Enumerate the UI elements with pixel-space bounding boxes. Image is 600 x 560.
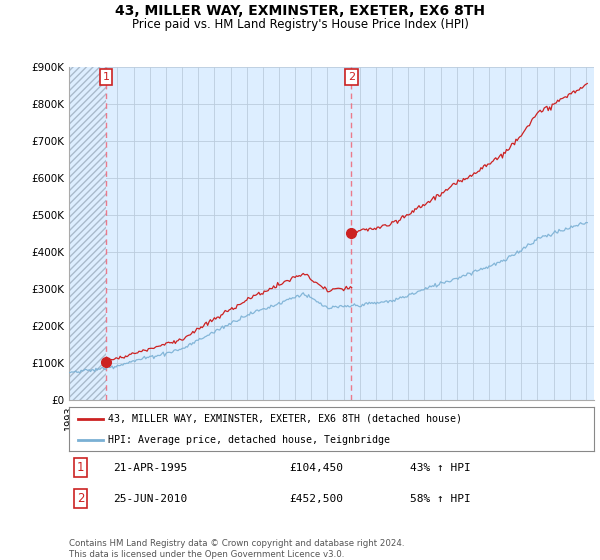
Text: 43, MILLER WAY, EXMINSTER, EXETER, EX6 8TH (detached house): 43, MILLER WAY, EXMINSTER, EXETER, EX6 8… <box>109 414 463 424</box>
Text: 25-JUN-2010: 25-JUN-2010 <box>113 494 188 503</box>
Text: 43% ↑ HPI: 43% ↑ HPI <box>410 463 471 473</box>
Text: 1: 1 <box>77 461 84 474</box>
Text: 1: 1 <box>103 72 110 82</box>
Text: Contains HM Land Registry data © Crown copyright and database right 2024.
This d: Contains HM Land Registry data © Crown c… <box>69 539 404 559</box>
Text: Price paid vs. HM Land Registry's House Price Index (HPI): Price paid vs. HM Land Registry's House … <box>131 18 469 31</box>
Text: 43, MILLER WAY, EXMINSTER, EXETER, EX6 8TH: 43, MILLER WAY, EXMINSTER, EXETER, EX6 8… <box>115 4 485 18</box>
Text: £452,500: £452,500 <box>290 494 343 503</box>
Text: 2: 2 <box>77 492 84 505</box>
Bar <box>69 67 106 400</box>
Text: HPI: Average price, detached house, Teignbridge: HPI: Average price, detached house, Teig… <box>109 435 391 445</box>
Text: 21-APR-1995: 21-APR-1995 <box>113 463 188 473</box>
Text: £104,450: £104,450 <box>290 463 343 473</box>
Text: 2: 2 <box>348 72 355 82</box>
Text: 58% ↑ HPI: 58% ↑ HPI <box>410 494 471 503</box>
